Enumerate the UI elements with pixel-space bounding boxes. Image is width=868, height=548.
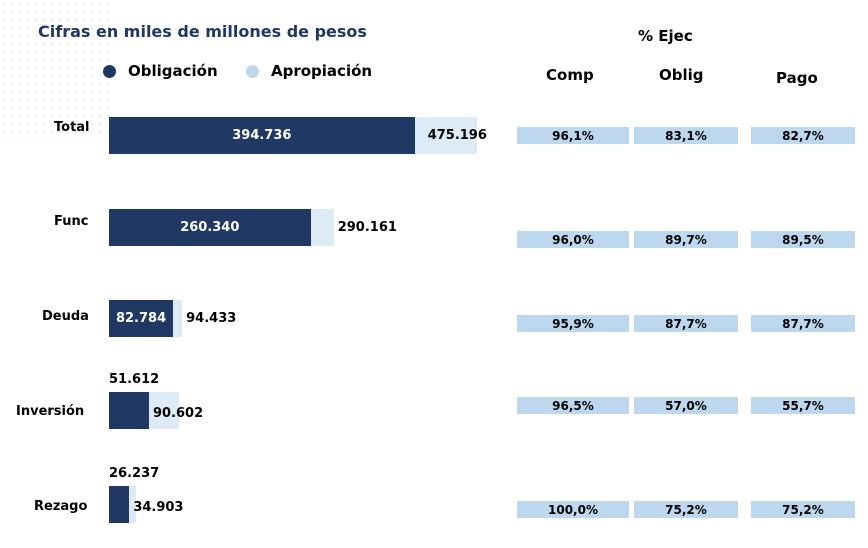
pct-cell-comp-deuda: 95,9% — [516, 314, 630, 333]
pct-cell-pago-inversion: 55,7% — [750, 396, 856, 415]
pct-ejec-title: % Ejec — [638, 27, 693, 45]
category-label-func: Func — [54, 214, 89, 229]
legend-label-obligacion: Obligación — [128, 62, 218, 80]
bar-obligacion-rezago — [109, 486, 130, 523]
decorative-dot-pattern — [0, 0, 110, 140]
data-label-obligacion-func: 260.340 — [180, 219, 240, 235]
column-header-oblig: Oblig — [659, 66, 704, 84]
legend-item-obligacion: Obligación — [103, 62, 218, 80]
legend-label-apropiacion: Apropiación — [271, 62, 373, 80]
column-header-pago: Pago — [776, 69, 818, 87]
category-label-inversion: Inversión — [16, 404, 85, 419]
data-label-apropiacion-total: 475.196 — [427, 127, 487, 143]
pct-cell-oblig-total: 83,1% — [633, 126, 739, 145]
category-label-total: Total — [54, 120, 90, 135]
data-label-obligacion-deuda: 82.784 — [115, 310, 167, 326]
bar-obligacion-deuda — [109, 300, 174, 337]
pct-cell-comp-rezago: 100,0% — [516, 500, 630, 519]
pct-cell-oblig-deuda: 87,7% — [633, 314, 739, 333]
legend-swatch-apropiacion — [246, 64, 259, 78]
data-label-apropiacion-deuda: 94.433 — [186, 310, 237, 326]
pct-cell-pago-total: 82,7% — [750, 126, 856, 145]
legend-swatch-obligacion — [103, 64, 116, 78]
data-label-obligacion-rezago: 26.237 — [109, 466, 160, 481]
category-label-rezago: Rezago — [34, 499, 88, 514]
pct-cell-comp-func: 96,0% — [516, 230, 630, 249]
pct-cell-oblig-inversion: 57,0% — [633, 396, 739, 415]
pct-cell-comp-total: 96,1% — [516, 126, 630, 145]
category-label-deuda: Deuda — [42, 309, 89, 324]
pct-cell-pago-func: 89,5% — [750, 230, 856, 249]
bar-obligacion-inversion — [109, 392, 149, 429]
bar-obligacion-total — [109, 117, 415, 154]
pct-cell-oblig-func: 89,7% — [633, 230, 739, 249]
bar-obligacion-func — [109, 209, 311, 246]
data-label-apropiacion-func: 290.161 — [337, 219, 397, 235]
pct-cell-oblig-rezago: 75,2% — [633, 500, 739, 519]
data-label-apropiacion-inversion: 90.602 — [152, 405, 204, 421]
pct-cell-comp-inversion: 96,5% — [516, 396, 630, 415]
data-label-obligacion-total: 394.736 — [232, 127, 292, 143]
pct-cell-pago-deuda: 87,7% — [750, 314, 856, 333]
pct-cell-pago-rezago: 75,2% — [750, 500, 856, 519]
column-header-comp: Comp — [546, 66, 594, 84]
data-label-obligacion-inversion: 51.612 — [109, 372, 160, 387]
chart-title: Cifras en miles de millones de pesos — [38, 22, 367, 41]
legend-item-apropiacion: Apropiación — [246, 62, 372, 80]
data-label-apropiacion-rezago: 34.903 — [133, 499, 184, 515]
